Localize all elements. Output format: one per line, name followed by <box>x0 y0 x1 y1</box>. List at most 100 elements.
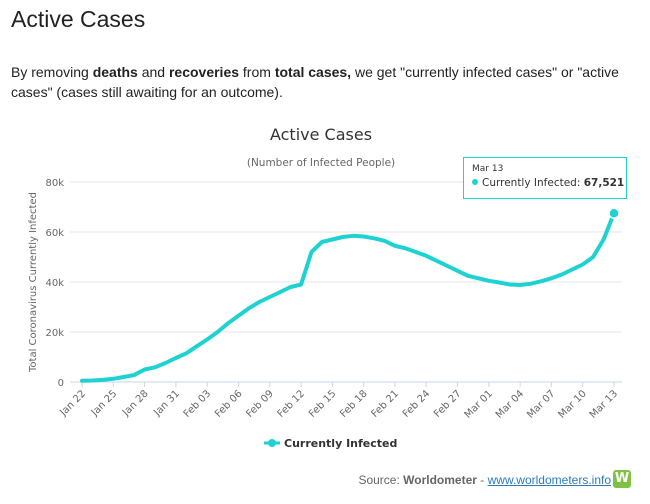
data-point[interactable] <box>341 235 345 239</box>
intro-bold-total-cases: total cases, <box>274 64 352 80</box>
tooltip-value: 67,521 <box>583 177 625 189</box>
source-label: Source: <box>358 473 400 487</box>
intro-paragraph: By removing deaths and recoveries from t… <box>11 62 641 102</box>
data-point[interactable] <box>424 254 428 258</box>
worldometer-logo-icon: W <box>613 470 631 488</box>
data-point[interactable] <box>529 282 533 286</box>
data-point[interactable] <box>111 377 115 381</box>
tooltip-series: Currently Infected: <box>482 177 581 189</box>
data-point[interactable] <box>226 321 230 325</box>
data-point[interactable] <box>435 259 439 263</box>
data-point[interactable] <box>184 351 188 355</box>
x-tick-label: Jan 22 <box>57 388 88 419</box>
x-tick-label: Feb 24 <box>401 388 433 420</box>
data-point[interactable] <box>497 281 501 284</box>
data-point[interactable] <box>216 330 220 334</box>
data-point[interactable] <box>393 244 397 248</box>
source-name: Worldometer <box>403 473 477 487</box>
y-tick-label: 80k <box>45 178 64 189</box>
intro-bold-recoveries: recoveries <box>168 64 240 80</box>
data-point[interactable] <box>487 279 491 283</box>
x-tick-label: Feb 12 <box>276 388 308 420</box>
data-point[interactable] <box>309 250 313 254</box>
data-point[interactable] <box>508 283 512 286</box>
data-point[interactable] <box>268 295 272 299</box>
y-tick-label: 20k <box>45 328 64 339</box>
data-point[interactable] <box>383 239 387 243</box>
tooltip-date: Mar 13 <box>472 164 504 174</box>
y-tick-label: 60k <box>45 228 64 239</box>
data-point[interactable] <box>174 356 178 360</box>
source-link[interactable]: www.worldometers.info <box>487 473 611 487</box>
data-point[interactable] <box>549 276 553 280</box>
data-point[interactable] <box>539 279 543 283</box>
data-point[interactable] <box>299 283 303 286</box>
data-point[interactable] <box>445 264 449 268</box>
x-tick-label: Mar 01 <box>463 388 495 420</box>
data-point[interactable] <box>372 236 376 240</box>
x-tick-label: Jan 25 <box>89 388 120 419</box>
data-tooltip: Mar 13 Currently Infected: 67,521 <box>463 157 627 199</box>
source-separator: - <box>476 473 488 487</box>
data-point[interactable] <box>403 246 407 250</box>
x-tick-label: Feb 09 <box>244 388 276 420</box>
x-tick-label: Mar 04 <box>494 388 526 420</box>
data-point[interactable] <box>236 314 240 318</box>
data-point[interactable] <box>362 235 366 238</box>
x-tick-label: Mar 13 <box>588 388 620 420</box>
data-point[interactable] <box>518 283 522 287</box>
legend-label[interactable]: Currently Infected <box>284 437 397 450</box>
data-point[interactable] <box>456 269 460 273</box>
data-point[interactable] <box>591 255 595 259</box>
data-point[interactable] <box>122 375 126 379</box>
y-tick-label: 0 <box>58 378 64 389</box>
tooltip-line: Currently Infected: 67,521 <box>472 177 624 189</box>
data-point[interactable] <box>195 344 199 348</box>
intro-bold-deaths: deaths <box>92 64 138 80</box>
data-point[interactable] <box>570 268 574 271</box>
series-line-currently-infected[interactable] <box>80 211 616 383</box>
data-point[interactable] <box>153 365 157 369</box>
data-point[interactable] <box>330 238 334 241</box>
data-point[interactable] <box>132 373 136 377</box>
x-tick-label: Feb 27 <box>432 388 464 420</box>
x-tick-label: Feb 06 <box>213 388 245 420</box>
data-point[interactable] <box>320 240 324 244</box>
data-point[interactable] <box>90 379 94 382</box>
intro-text: we get "currently infected cases" or "ac… <box>11 64 619 100</box>
data-point[interactable] <box>560 273 564 276</box>
data-point[interactable] <box>143 368 147 371</box>
x-tick-label: Feb 03 <box>182 388 214 420</box>
x-tick-label: Jan 31 <box>151 388 182 419</box>
y-tick-label: 40k <box>45 278 64 289</box>
intro-text: and <box>137 64 169 80</box>
data-point[interactable] <box>289 285 293 289</box>
chart-subtitle: (Number of Infected People) <box>247 157 395 169</box>
page-title: Active Cases <box>11 6 146 32</box>
x-tick-label: Jan 28 <box>120 388 151 419</box>
data-point[interactable] <box>205 338 209 341</box>
x-tick-label: Mar 07 <box>525 388 557 420</box>
data-point[interactable] <box>163 361 167 365</box>
data-point[interactable] <box>581 263 585 266</box>
data-point[interactable] <box>414 250 418 254</box>
legend[interactable]: Currently Infected <box>264 437 397 450</box>
x-tick-label: Feb 21 <box>370 388 402 420</box>
data-point[interactable] <box>466 274 470 278</box>
series-dot-icon <box>472 179 478 185</box>
x-tick-label: Feb 18 <box>338 388 370 420</box>
data-point[interactable] <box>351 234 355 238</box>
y-axis-title: Total Coronavirus Currently Infected <box>28 192 39 373</box>
data-point[interactable] <box>278 290 282 294</box>
data-point[interactable] <box>80 379 84 383</box>
x-tick-label: Feb 15 <box>307 388 339 420</box>
intro-text: from <box>239 64 275 80</box>
data-point[interactable] <box>247 306 251 310</box>
data-point[interactable] <box>257 300 261 304</box>
data-point[interactable] <box>602 238 606 241</box>
highlighted-data-point[interactable] <box>608 207 620 219</box>
chart-title: Active Cases <box>270 125 372 144</box>
data-point[interactable] <box>476 276 480 280</box>
data-point[interactable] <box>101 378 105 382</box>
